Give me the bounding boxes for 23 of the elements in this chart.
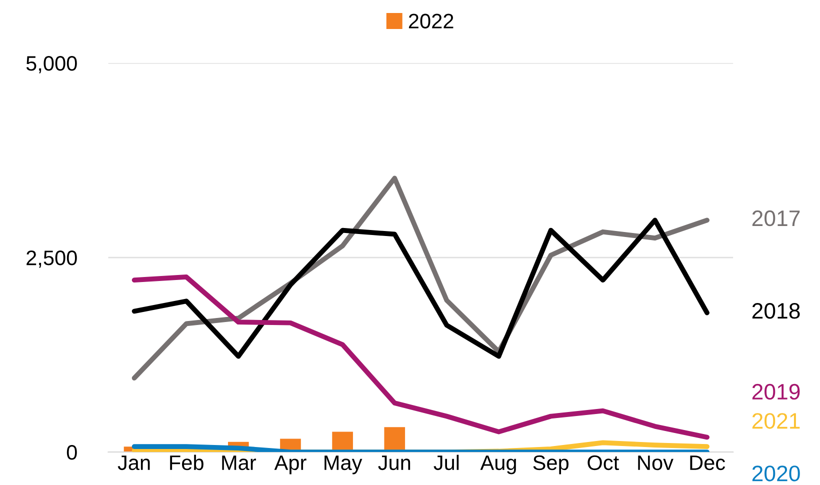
x-tick-label: Mar [222, 456, 256, 470]
x-tick-label: Jun [378, 456, 410, 470]
x-tick-label: Dec [690, 456, 726, 470]
line-series [132, 274, 710, 440]
text: 2018 [752, 303, 800, 319]
x-tick-label: May [324, 456, 362, 474]
legend-label: 2022 [408, 14, 454, 29]
x-tick-label: Jan [118, 456, 150, 470]
x-tick-label: Aug [480, 456, 516, 474]
line-series [132, 218, 710, 359]
y-tick-label: 2,500 [26, 250, 77, 268]
x-tick-label: Feb [170, 454, 204, 470]
text: 2017 [752, 210, 800, 226]
text: 2020 [752, 466, 800, 482]
x-tick-label: Nov [638, 456, 674, 470]
x-tick-label: Sep [533, 455, 568, 474]
text: 2019 [752, 384, 800, 400]
text: 2021 [752, 413, 800, 429]
x-tick-label: Apr [274, 456, 306, 474]
y-tick-label: 0 [66, 445, 77, 460]
y-tick-label: 5,000 [26, 56, 77, 74]
x-tick-label: Oct [588, 455, 619, 470]
x-tick-label: Jul [434, 454, 459, 470]
